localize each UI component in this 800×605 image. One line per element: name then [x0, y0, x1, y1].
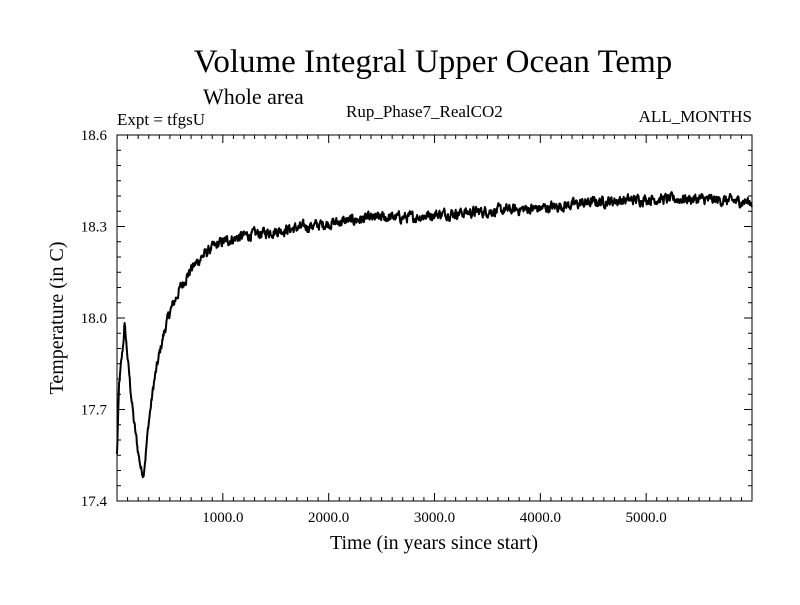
temperature-series-line: [116, 191, 753, 479]
y-tick-label: 17.7: [81, 403, 108, 419]
chart-subtitle: Whole area: [203, 84, 304, 109]
axis-ticks: [117, 135, 752, 501]
x-tick-label: 1000.0: [202, 510, 243, 526]
experiment-label: Expt = tfgsU: [117, 110, 205, 129]
x-tick-label: 4000.0: [520, 510, 561, 526]
y-tick-label: 18.0: [81, 311, 107, 327]
axis-tick-labels: 1000.0 2000.0 3000.0 4000.0 5000.0 17.4 17.7 18…: [81, 128, 667, 526]
run-label: Rup_Phase7_RealCO2: [346, 102, 503, 121]
y-tick-label: 18.6: [81, 128, 108, 144]
x-tick-label: 3000.0: [414, 510, 455, 526]
y-tick-label: 17.4: [81, 494, 108, 510]
x-tick-label: 2000.0: [308, 510, 349, 526]
x-tick-label: 5000.0: [626, 510, 667, 526]
months-label: ALL_MONTHS: [639, 107, 752, 126]
x-axis-label: Time (in years since start): [330, 532, 538, 554]
plot-frame: [116, 134, 753, 502]
y-tick-label: 18.3: [81, 220, 107, 236]
y-axis-label: Temperature (in C): [46, 242, 68, 395]
chart-title: Volume Integral Upper Ocean Temp: [194, 44, 672, 80]
